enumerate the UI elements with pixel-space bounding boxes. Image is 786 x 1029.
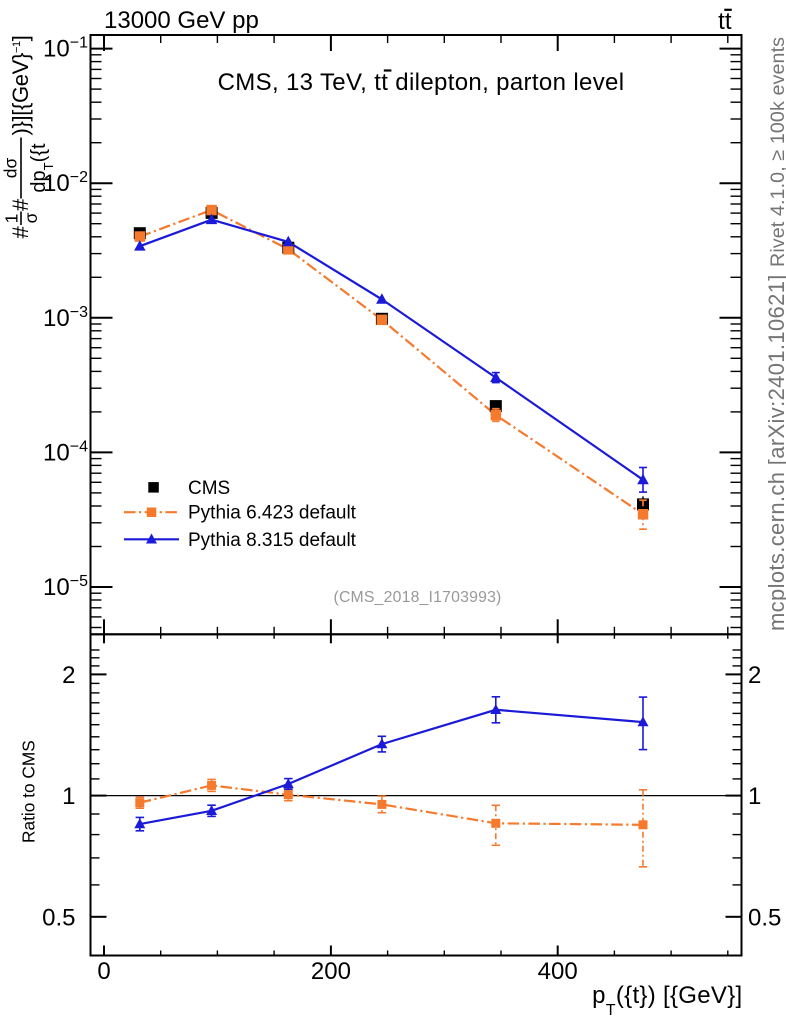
svg-text:1: 1	[62, 783, 75, 810]
svg-text:2: 2	[62, 662, 75, 689]
svg-text:Pythia 8.315 default: Pythia 8.315 default	[188, 530, 357, 551]
svg-text:10−5: 10−5	[43, 573, 88, 601]
svg-text:400: 400	[538, 958, 578, 985]
svg-text:1: 1	[748, 783, 761, 810]
svg-text:2: 2	[748, 662, 761, 689]
svg-text:Rivet 4.1.0, ≥ 100k events: Rivet 4.1.0, ≥ 100k events	[767, 37, 786, 267]
svg-text:CMS: CMS	[188, 478, 230, 499]
svg-text:0: 0	[97, 958, 110, 985]
svg-text:σ: σ	[21, 212, 41, 223]
svg-text:1: 1	[2, 214, 22, 224]
svg-text:13000 GeV pp: 13000 GeV pp	[104, 7, 259, 34]
svg-text:(CMS_2018_I1703993): (CMS_2018_I1703993)	[333, 589, 501, 606]
svg-text:CMS, 13 TeV, tt dilepton, part: CMS, 13 TeV, tt dilepton, parton level	[218, 69, 625, 96]
svg-text:0.5: 0.5	[42, 904, 75, 931]
svg-text:dσ: dσ	[1, 158, 21, 179]
svg-text:200: 200	[311, 958, 351, 985]
svg-text:0.5: 0.5	[748, 904, 781, 931]
svg-text:#: #	[8, 198, 33, 211]
svg-text:tt: tt	[718, 8, 732, 35]
svg-text:Pythia 6.423 default: Pythia 6.423 default	[188, 503, 357, 524]
svg-text:#: #	[8, 226, 33, 239]
svg-text:mcplots.cern.ch [arXiv:2401.10: mcplots.cern.ch [arXiv:2401.10621]	[764, 274, 786, 631]
svg-text:Ratio to CMS: Ratio to CMS	[19, 740, 39, 843]
svg-text:10−2: 10−2	[43, 169, 88, 197]
